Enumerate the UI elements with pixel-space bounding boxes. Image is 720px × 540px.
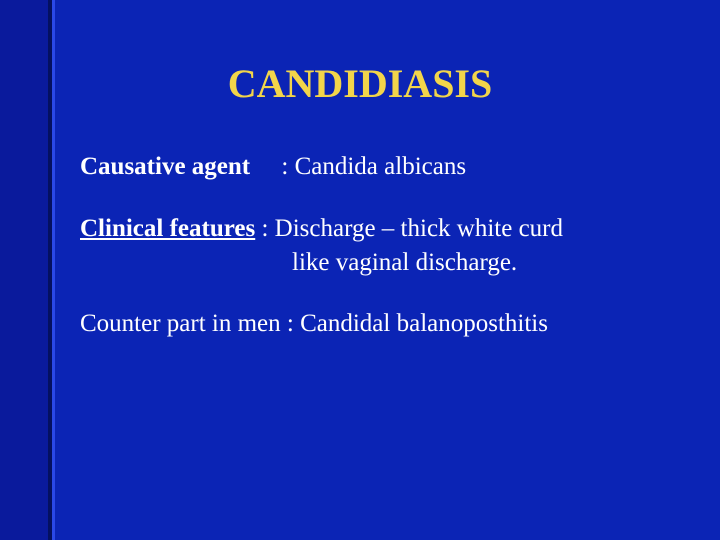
line-clinical-features-2: like vaginal discharge. [80, 246, 680, 280]
value-clinical-features-1: : Discharge – thick white curd [255, 215, 563, 242]
label-clinical-features: Clinical features [80, 215, 255, 242]
row-clinical-features: Clinical features : Discharge – thick wh… [80, 212, 680, 280]
slide-title: CANDIDIASIS [0, 60, 720, 107]
slide: CANDIDIASIS Causative agent : Candida al… [0, 0, 720, 540]
label-causative-agent: Causative agent [80, 153, 250, 180]
gap [250, 153, 281, 180]
text-counter-part: Counter part in men : Candidal balanopos… [80, 310, 548, 337]
row-causative-agent: Causative agent : Candida albicans [80, 150, 680, 184]
line-clinical-features-1: Clinical features : Discharge – thick wh… [80, 212, 680, 246]
slide-body: Causative agent : Candida albicans Clini… [80, 150, 680, 341]
row-counter-part: Counter part in men : Candidal balanopos… [80, 307, 680, 341]
value-causative-agent: : Candida albicans [281, 153, 466, 180]
